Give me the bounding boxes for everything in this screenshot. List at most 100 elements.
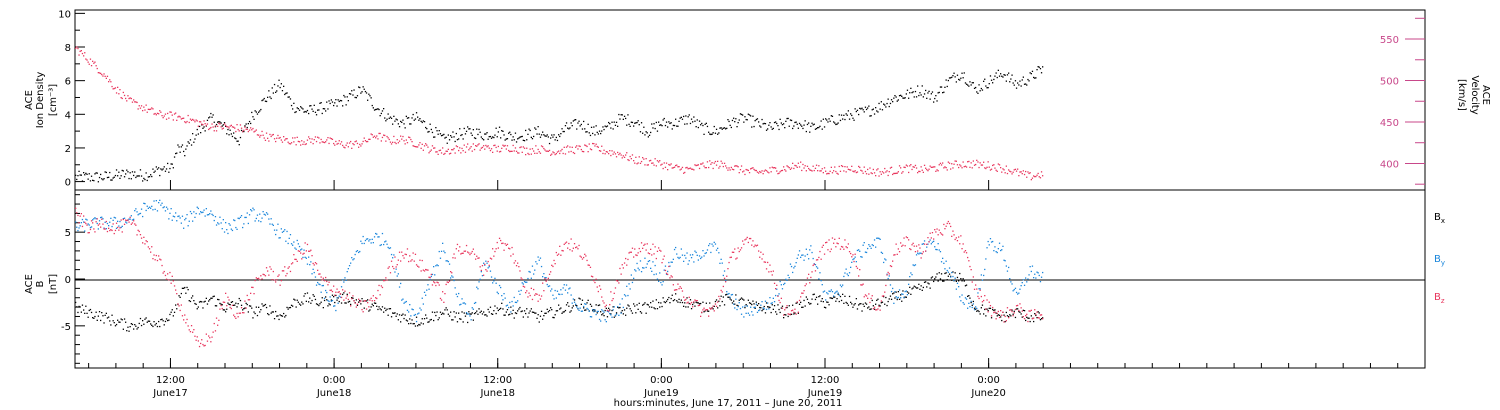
- bz-point: [455, 248, 457, 250]
- ion-density-point: [669, 122, 671, 125]
- ion-density-point: [704, 123, 706, 125]
- ion-density-point: [427, 131, 429, 133]
- by-point: [186, 214, 188, 216]
- velocity-point: [726, 167, 728, 169]
- ion-density-point: [538, 133, 540, 135]
- by-point: [160, 204, 162, 206]
- velocity-point: [373, 135, 376, 137]
- by-point: [552, 294, 554, 296]
- bz-point: [109, 229, 111, 232]
- bz-point: [914, 251, 917, 253]
- velocity-point: [235, 130, 237, 133]
- ion-density-point: [462, 138, 464, 140]
- by-point: [935, 248, 937, 251]
- ion-density-point: [471, 134, 473, 136]
- by-point: [758, 309, 760, 312]
- x-tick-date-label: June19: [643, 388, 679, 399]
- bx-point: [447, 313, 449, 315]
- bz-point: [787, 313, 789, 315]
- bz-point: [418, 266, 420, 268]
- ion-density-point: [889, 102, 892, 105]
- ion-density-point: [292, 108, 294, 110]
- bz-point: [709, 307, 711, 309]
- by-point: [159, 199, 161, 201]
- ion-density-point: [761, 118, 763, 121]
- bx-point: [520, 310, 522, 313]
- velocity-point: [152, 108, 154, 110]
- bz-point: [1019, 303, 1021, 305]
- bz-point: [546, 279, 548, 281]
- bx-point: [486, 315, 488, 317]
- bz-point: [915, 245, 918, 247]
- ion-density-point: [908, 97, 910, 99]
- bx-point: [686, 297, 688, 299]
- velocity-point: [272, 133, 274, 136]
- bx-point: [393, 312, 395, 314]
- ion-density-point: [848, 118, 851, 120]
- bz-point: [756, 244, 759, 246]
- bz-point: [486, 270, 488, 272]
- ion-density-point: [421, 121, 423, 124]
- bx-point: [151, 324, 153, 326]
- bx-point: [984, 308, 986, 311]
- bx-point: [1014, 316, 1017, 319]
- ion-density-point: [322, 108, 324, 110]
- velocity-point: [642, 157, 644, 159]
- velocity-point: [496, 150, 498, 152]
- bx-point: [558, 304, 560, 306]
- bx-point: [764, 312, 767, 314]
- by-point: [314, 276, 317, 278]
- bz-point: [406, 248, 409, 250]
- ion-density-point: [1008, 72, 1010, 74]
- ion-density-point: [329, 102, 331, 105]
- bz-point: [794, 308, 796, 310]
- velocity-point: [993, 164, 995, 166]
- bz-point: [919, 247, 921, 249]
- bz-point: [478, 257, 480, 259]
- by-point: [294, 247, 296, 249]
- ion-density-point: [851, 114, 853, 117]
- bz-point: [195, 339, 197, 341]
- bx-point: [644, 302, 646, 304]
- by-point: [404, 301, 406, 303]
- by-point: [779, 280, 781, 283]
- by-point: [1003, 259, 1005, 261]
- bz-point: [1029, 310, 1031, 312]
- by-point: [560, 289, 562, 291]
- bx-point: [902, 290, 904, 292]
- bz-point: [234, 316, 236, 318]
- bx-point: [208, 300, 210, 302]
- velocity-point: [398, 140, 401, 142]
- velocity-point: [648, 160, 651, 162]
- by-point: [936, 249, 938, 251]
- velocity-point: [384, 134, 386, 137]
- velocity-point: [693, 169, 695, 171]
- bx-point: [439, 311, 442, 313]
- velocity-point: [438, 149, 440, 152]
- bx-point: [246, 303, 248, 306]
- velocity-point: [158, 113, 160, 115]
- bx-point: [936, 273, 938, 275]
- ion-density-point: [523, 140, 526, 142]
- velocity-point: [222, 127, 224, 129]
- bx-point: [229, 304, 231, 306]
- bz-point: [439, 297, 442, 300]
- ion-density-point: [930, 93, 932, 95]
- velocity-point: [662, 167, 664, 170]
- by-point: [451, 275, 453, 277]
- velocity-point: [964, 165, 967, 167]
- ion-density-point: [237, 140, 239, 142]
- velocity-point: [117, 86, 119, 88]
- bz-point: [861, 284, 863, 286]
- ion-density-point: [683, 115, 685, 118]
- bx-point: [325, 296, 327, 298]
- velocity-point: [835, 170, 837, 173]
- by-point: [738, 302, 740, 304]
- bz-point: [969, 265, 971, 268]
- by-point: [164, 210, 167, 212]
- bx-point: [327, 305, 329, 307]
- by-point: [597, 310, 599, 313]
- velocity-point: [580, 148, 582, 151]
- by-point: [767, 302, 769, 304]
- bx-point: [695, 301, 697, 303]
